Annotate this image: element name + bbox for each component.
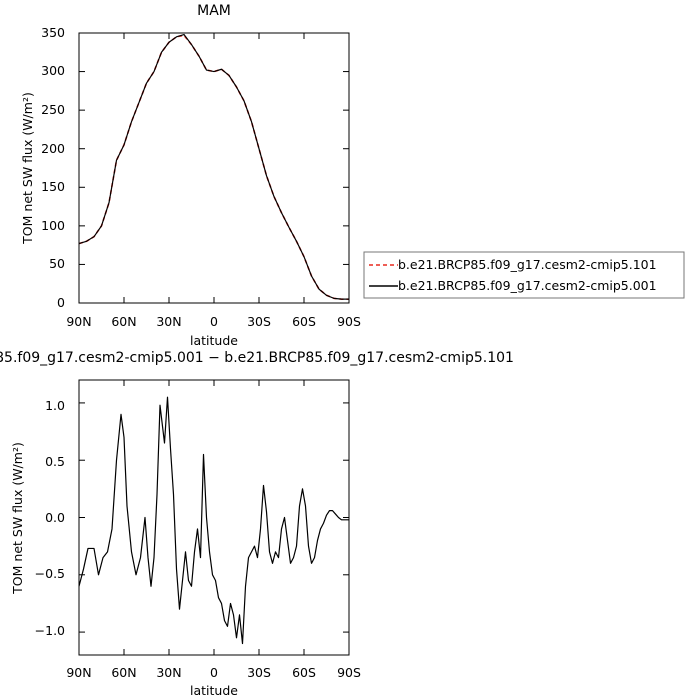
top-y-tick-label: 150	[41, 179, 65, 194]
bottom-chart-title: b.e21.BRCP85.f09_g17.cesm2-cmip5.001 − b…	[0, 350, 514, 366]
bottom-x-tick-label: 60S	[292, 665, 316, 680]
legend-label-101: b.e21.BRCP85.f09_g17.cesm2-cmip5.101	[398, 257, 657, 272]
top-plot-line-layer	[78, 33, 349, 300]
top-chart-title: MAM	[197, 3, 231, 19]
bottom-y-tick-label: 1.0	[45, 398, 65, 413]
top-y-axis-label: TOM net SW flux (W/m²)	[20, 92, 35, 245]
bottom-y-tick-labels: −1.0 −0.5 0.0 0.5 1.0	[35, 398, 65, 638]
bottom-y-tick-label: 0.5	[45, 454, 65, 469]
top-y-tick-label: 200	[41, 141, 65, 156]
bottom-x-tick-labels: 90N 60N 30N 0 30S 60S 90S	[66, 665, 361, 680]
top-x-tick-label: 30N	[156, 314, 181, 329]
bottom-x-tick-label: 30S	[247, 665, 271, 680]
bottom-plot-frame	[78, 379, 350, 656]
top-series-line-1	[78, 33, 349, 300]
top-x-tick-label: 30S	[247, 314, 271, 329]
bottom-y-tick-label: 0.0	[45, 510, 65, 525]
bottom-series-line-0	[78, 396, 349, 645]
bottom-y-tick-label: −1.0	[35, 623, 65, 638]
bottom-chart: b.e21.BRCP85.f09_g17.cesm2-cmip5.001 − b…	[0, 350, 514, 698]
bottom-x-tick-label: 90S	[337, 665, 361, 680]
top-x-axis-label: latitude	[190, 333, 238, 348]
top-series-line-0	[78, 34, 349, 300]
top-y-tick-label: 0	[57, 295, 65, 310]
top-x-tick-label: 0	[210, 314, 218, 329]
top-plot-frame	[78, 32, 350, 304]
bottom-x-tick-label: 0	[210, 665, 218, 680]
top-x-tick-label: 60N	[111, 314, 136, 329]
top-x-tick-label: 90S	[337, 314, 361, 329]
bottom-y-axis-label: TOM net SW flux (W/m²)	[10, 442, 25, 595]
bottom-y-tick-label: −0.5	[35, 566, 65, 581]
bottom-x-tick-label: 30N	[156, 665, 181, 680]
top-y-tick-label: 300	[41, 63, 65, 78]
top-y-tick-labels: 0 50 100 150 200 250 300 350	[41, 25, 65, 310]
top-chart: MAM 0 50 100 150 200 250 300 350 90N 60N…	[20, 3, 685, 348]
bottom-plot-line-layer	[78, 396, 349, 645]
bottom-x-tick-label: 90N	[66, 665, 91, 680]
legend-box	[363, 251, 685, 299]
legend-label-001: b.e21.BRCP85.f09_g17.cesm2-cmip5.001	[398, 278, 657, 293]
top-y-tick-label: 250	[41, 102, 65, 117]
top-y-tick-label: 100	[41, 218, 65, 233]
bottom-x-axis-label: latitude	[190, 683, 238, 698]
top-y-tick-label: 350	[41, 25, 65, 40]
top-x-tick-label: 60S	[292, 314, 316, 329]
top-x-tick-label: 90N	[66, 314, 91, 329]
top-x-tick-labels: 90N 60N 30N 0 30S 60S 90S	[66, 314, 361, 329]
legend: b.e21.BRCP85.f09_g17.cesm2-cmip5.101 b.e…	[363, 251, 685, 299]
bottom-x-tick-label: 60N	[111, 665, 136, 680]
bottom-axis-ticks	[78, 380, 350, 655]
top-axis-ticks	[78, 32, 350, 304]
top-y-tick-label: 50	[49, 256, 65, 271]
